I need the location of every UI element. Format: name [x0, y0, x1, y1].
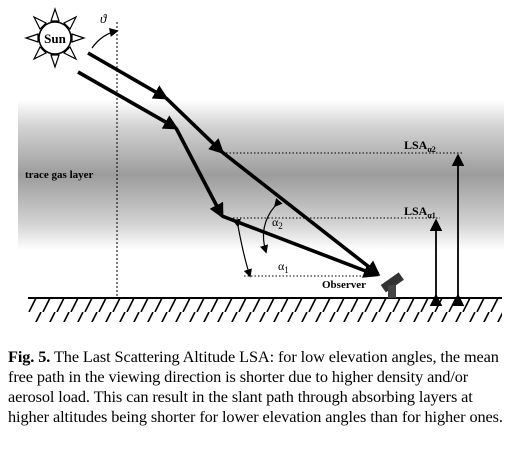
alpha2-label: α2: [272, 215, 283, 231]
lsa-diagram: Sun ϑ α2 α1 Observer LSAα2 LSAα1 trace g…: [18, 7, 504, 322]
observer-label: Observer: [322, 279, 366, 291]
alpha2-arc: [260, 198, 283, 254]
lsa-alpha1-label: LSAα1: [404, 204, 436, 220]
ground-hatching: [28, 298, 502, 322]
zenith-angle-arc: [91, 27, 119, 49]
trace-gas-layer-label: trace gas layer: [25, 169, 94, 181]
alpha1-label: α1: [278, 259, 289, 275]
sun-icon: Sun: [24, 7, 86, 69]
lsa-alpha2-label: LSAα2: [404, 138, 436, 154]
observer-instrument-icon: [380, 272, 404, 298]
sun-label: Sun: [44, 31, 66, 46]
caption-text: The Last Scattering Altitude LSA: for lo…: [8, 347, 503, 426]
zenith-angle-symbol: ϑ: [100, 11, 107, 26]
light-path-alpha2: [87, 51, 381, 276]
alpha1-arc: [232, 218, 252, 278]
figure-number: Fig. 5.: [8, 347, 51, 366]
figure-caption: Fig. 5. The Last Scattering Altitude LSA…: [8, 347, 514, 427]
